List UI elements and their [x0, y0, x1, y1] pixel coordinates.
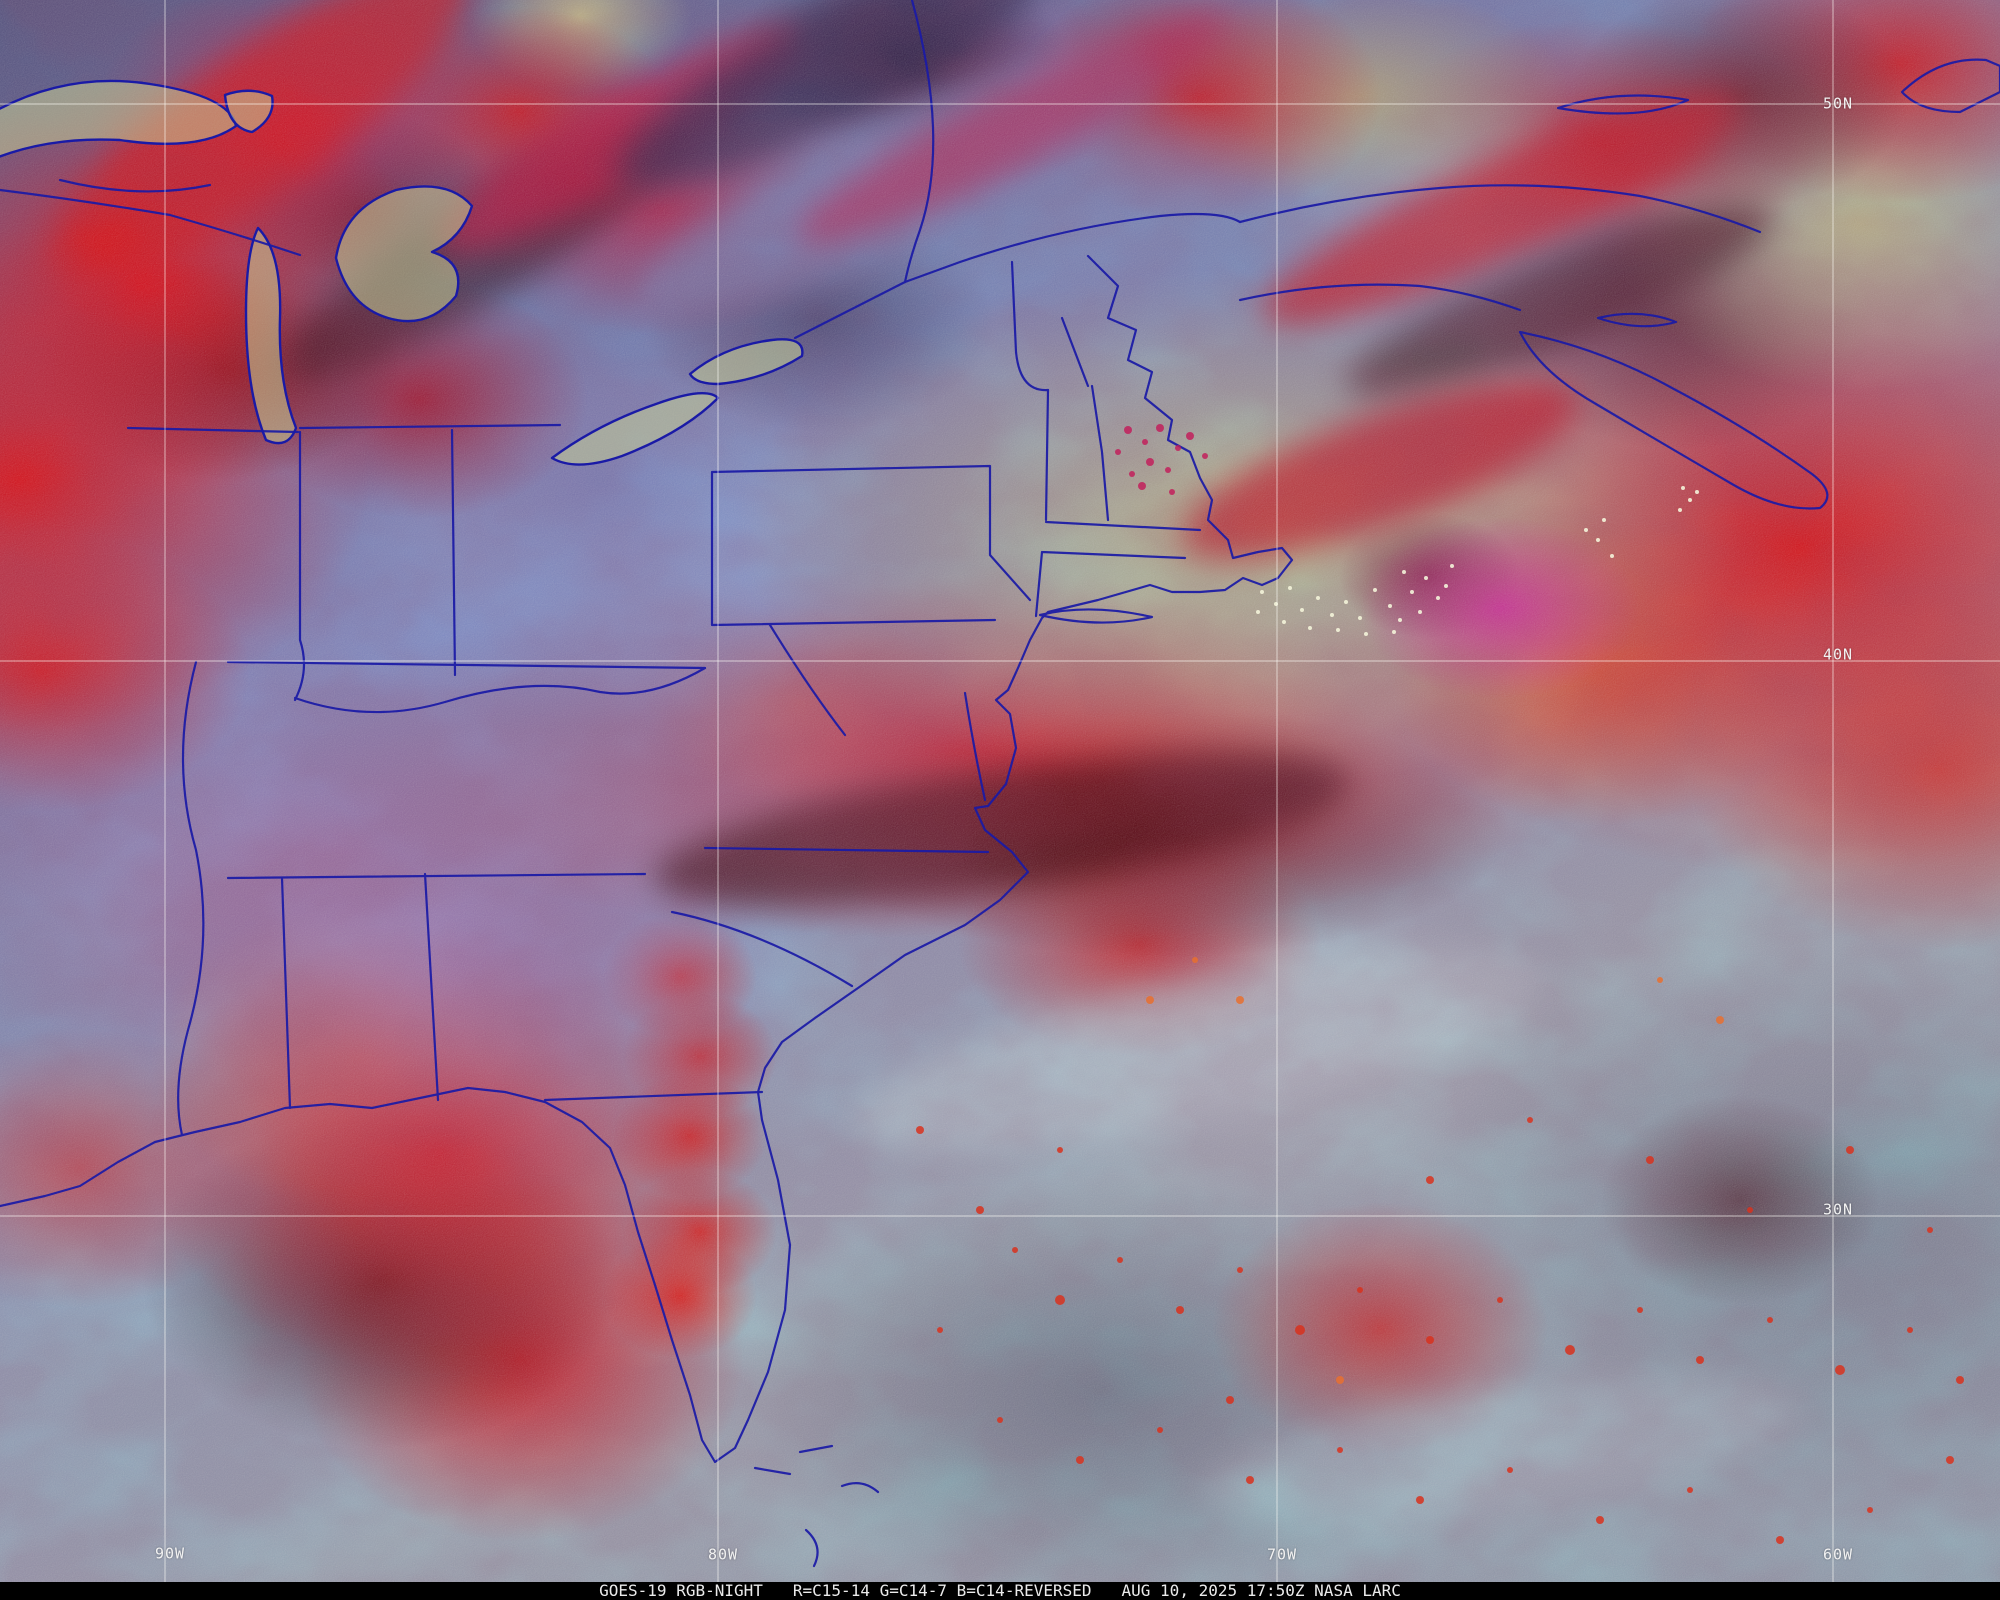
ottawa-river-border: [903, 0, 935, 284]
lake-superior-south-shore: [0, 188, 302, 257]
speckles-white: [1256, 486, 1699, 636]
gaspe-coast: [1238, 283, 1522, 312]
speckles-red: [916, 1117, 1964, 1544]
pei-outline: [1596, 312, 1678, 328]
great-lakes-outlines: [0, 79, 804, 466]
lon-label-60w: 60W: [1822, 1545, 1854, 1564]
caption-product: GOES-19 RGB-NIGHT: [599, 1581, 763, 1600]
caption-timestamp: AUG 10, 2025 17:50Z NASA LARC: [1121, 1581, 1401, 1600]
lat-label-50n: 50N: [1822, 94, 1854, 113]
bahamas-outlines: [753, 1444, 880, 1568]
lake-superior-outline: [0, 79, 238, 158]
new-england-borders: [1034, 316, 1202, 618]
lon-label-90w: 90W: [154, 1544, 186, 1563]
long-island-outline: [1038, 608, 1154, 624]
lat-label-30n: 30N: [1822, 1200, 1854, 1219]
st-lawrence-border: [793, 212, 1242, 340]
pennsylvania-borders: [710, 464, 1032, 627]
virginia-nc-border: [703, 846, 990, 854]
anticosti-outline: [1556, 94, 1690, 115]
nc-sc-border: [670, 910, 854, 988]
west-virginia-border: [768, 623, 847, 737]
quebec-north-shore: [1238, 184, 1762, 234]
lat-label-40n: 40N: [1822, 645, 1854, 664]
lake-huron-outline: [334, 185, 474, 323]
ohio-river-border: [293, 666, 707, 714]
chesapeake-bay-line: [963, 691, 987, 802]
speckles-crimson: [1115, 424, 1208, 495]
south-state-borders: [226, 660, 764, 1110]
lake-champlain-border: [1010, 260, 1050, 392]
lon-label-80w: 80W: [707, 1545, 739, 1564]
lake-michigan-outline: [244, 226, 298, 445]
isle-royale-outline: [223, 89, 274, 134]
coastline-path: [0, 254, 1294, 1464]
mississippi-river-border: [177, 660, 205, 1137]
upper-peninsula-border: [58, 178, 212, 193]
speckles-orange: [1146, 957, 1724, 1384]
midwest-borders: [126, 423, 562, 702]
caption-bar: GOES-19 RGB-NIGHT R=C15-14 G=C14-7 B=C14…: [0, 1582, 2000, 1600]
caption-channel-recipe: R=C15-14 G=C14-7 B=C14-REVERSED: [792, 1581, 1092, 1600]
nova-scotia-outline: [1518, 330, 1829, 510]
lon-label-70w: 70W: [1266, 1545, 1298, 1564]
